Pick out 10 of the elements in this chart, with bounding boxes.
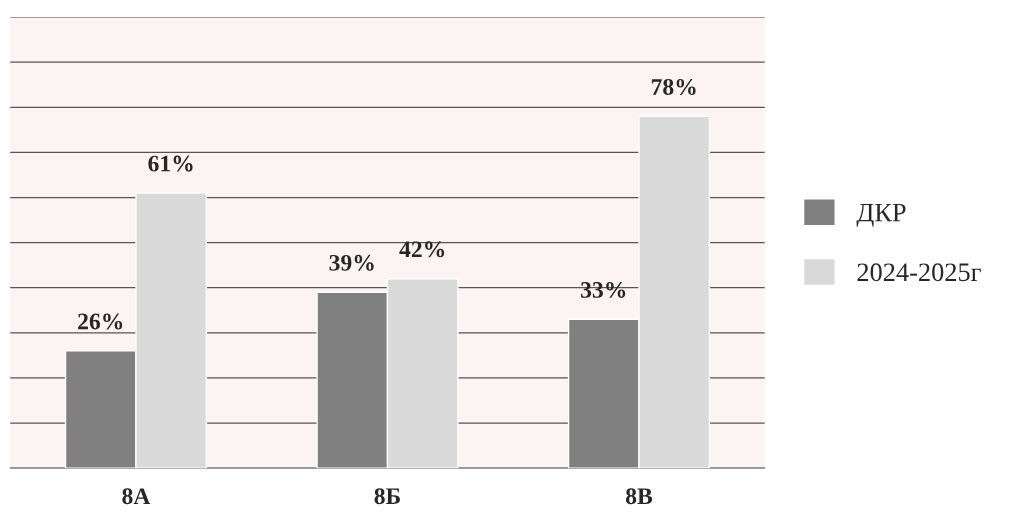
x-tick-label: 8В — [625, 488, 653, 505]
legend-label: 2024-2025г — [857, 263, 981, 282]
legend-label: ДКР — [856, 203, 906, 227]
data-label: 39% — [329, 254, 374, 271]
x-tick-label: 8А — [122, 488, 151, 505]
data-label: 26% — [78, 313, 123, 330]
data-label: 42% — [399, 241, 445, 258]
x-tick-label: 8Б — [374, 488, 400, 505]
data-label: 61% — [148, 155, 193, 172]
data-label: 78% — [651, 78, 696, 95]
